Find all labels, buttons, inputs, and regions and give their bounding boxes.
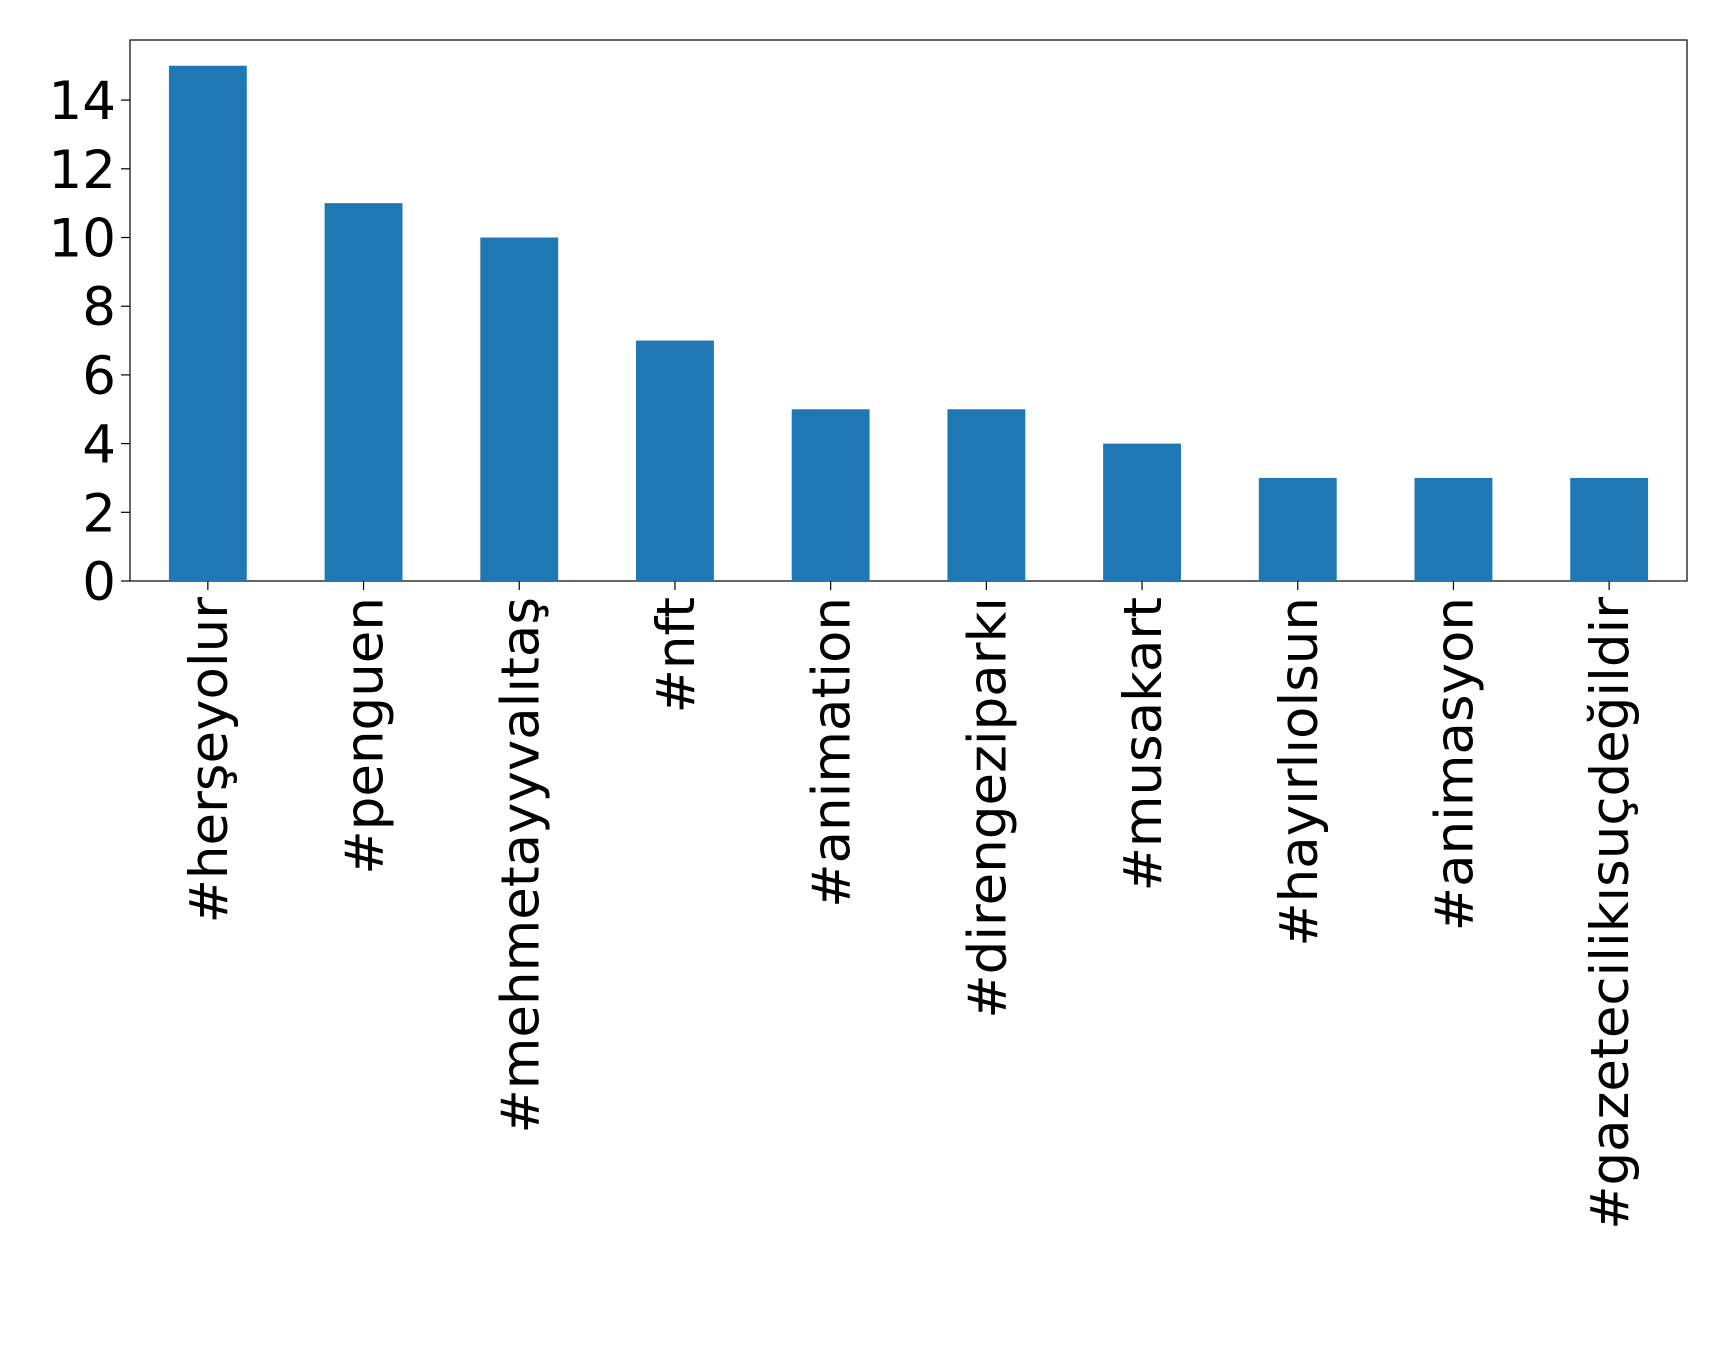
x-tick-label: #musakart [1113, 597, 1174, 892]
bar [168, 65, 247, 581]
bar [1414, 477, 1493, 581]
x-tick-label: #animation [802, 597, 863, 908]
x-tick-label: #herşeyolur [179, 597, 240, 924]
bar [1570, 477, 1649, 581]
y-tick-label: 14 [49, 71, 116, 132]
x-tick-label: #direngeziparkı [957, 597, 1018, 1019]
y-tick-label: 6 [82, 346, 116, 407]
bar [324, 203, 403, 581]
bar [480, 237, 559, 581]
x-tick-label: #hayırlıolsun [1269, 597, 1330, 947]
y-tick-label: 4 [82, 415, 116, 476]
x-tick-label: #penguen [335, 597, 396, 875]
x-tick-label: #nft [646, 597, 707, 714]
y-tick-label: 12 [49, 140, 116, 201]
bar [636, 340, 714, 581]
y-tick-label: 10 [49, 209, 116, 270]
plot-frame [129, 39, 1688, 582]
y-tick-label: 8 [82, 277, 116, 338]
bar [791, 409, 870, 581]
x-tick-label: #gazetecilikısuçdeğildir [1580, 597, 1641, 1230]
bar [1103, 443, 1181, 581]
y-tick-label: 0 [82, 552, 116, 613]
x-tick-label: #animasyon [1424, 597, 1485, 931]
bar [947, 409, 1026, 581]
bar [1258, 477, 1337, 581]
y-tick-label: 2 [82, 483, 116, 544]
x-tick-label: #mehmetayyvalıtaş [490, 597, 551, 1134]
